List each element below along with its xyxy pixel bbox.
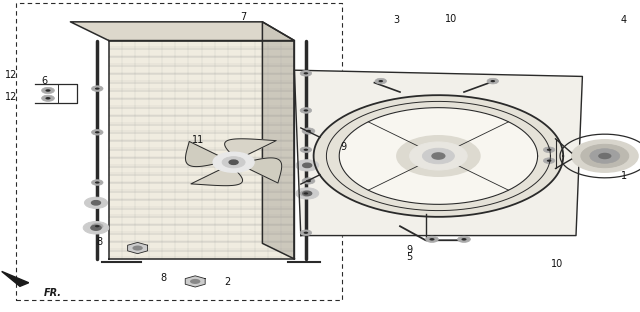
Polygon shape [239,158,282,183]
Circle shape [410,142,467,170]
Text: 9: 9 [340,142,347,152]
Circle shape [429,238,435,241]
Polygon shape [314,95,563,217]
Polygon shape [127,242,148,254]
Circle shape [306,130,311,132]
Circle shape [84,197,108,208]
Circle shape [42,95,54,101]
Circle shape [547,159,552,162]
Text: 6: 6 [42,76,48,86]
Circle shape [92,201,100,205]
Circle shape [458,236,470,242]
Circle shape [222,157,245,168]
Circle shape [303,163,312,168]
Circle shape [572,140,638,172]
Circle shape [213,152,254,172]
Circle shape [300,71,312,76]
Circle shape [300,147,312,153]
Text: 7: 7 [240,12,246,22]
Circle shape [45,89,51,92]
Circle shape [303,72,308,75]
Polygon shape [109,41,294,259]
Circle shape [432,153,445,159]
Circle shape [296,188,319,199]
Circle shape [296,160,319,171]
Circle shape [95,131,100,134]
Circle shape [375,78,387,84]
Circle shape [92,86,103,91]
Circle shape [95,181,100,184]
Circle shape [378,80,383,82]
Circle shape [487,78,499,84]
Circle shape [95,87,100,90]
Text: 8: 8 [96,237,102,247]
Text: 4: 4 [621,15,627,25]
Text: 11: 11 [192,135,205,145]
Polygon shape [186,141,228,167]
Circle shape [306,180,311,182]
Circle shape [303,192,308,195]
Text: 10: 10 [550,259,563,269]
Circle shape [42,87,54,94]
Text: 2: 2 [224,277,230,287]
Text: 10: 10 [445,14,458,24]
Circle shape [300,230,312,236]
Circle shape [92,223,103,229]
Polygon shape [339,108,538,204]
Polygon shape [185,276,205,287]
Polygon shape [191,165,243,186]
Polygon shape [2,271,29,286]
Text: FR.: FR. [44,288,61,298]
Circle shape [83,222,109,234]
Text: 3: 3 [394,15,400,25]
Circle shape [581,144,628,168]
Circle shape [303,109,308,112]
Text: 12: 12 [5,70,18,80]
Circle shape [426,236,438,242]
Circle shape [302,128,315,134]
Circle shape [397,136,480,176]
Circle shape [300,108,312,113]
Circle shape [598,153,611,159]
Circle shape [303,149,308,151]
Circle shape [91,225,101,230]
Circle shape [229,160,238,164]
Circle shape [547,149,552,151]
Circle shape [303,232,308,234]
Text: 8: 8 [160,273,166,283]
Polygon shape [70,22,294,41]
Circle shape [132,246,143,251]
Text: 5: 5 [406,252,413,262]
Polygon shape [225,139,276,160]
Circle shape [45,97,51,100]
Circle shape [92,129,103,135]
Text: 1: 1 [621,171,627,181]
Circle shape [590,149,620,163]
Circle shape [92,180,103,185]
Circle shape [543,158,555,163]
Polygon shape [294,70,582,236]
Circle shape [300,191,312,196]
Circle shape [422,148,454,164]
Circle shape [190,279,200,284]
Polygon shape [262,22,294,259]
Circle shape [461,238,467,241]
Circle shape [543,147,555,153]
Circle shape [95,225,100,227]
Circle shape [302,178,315,184]
Circle shape [490,80,495,82]
Circle shape [303,191,312,196]
Text: 12: 12 [5,92,18,102]
Text: 9: 9 [406,245,413,255]
